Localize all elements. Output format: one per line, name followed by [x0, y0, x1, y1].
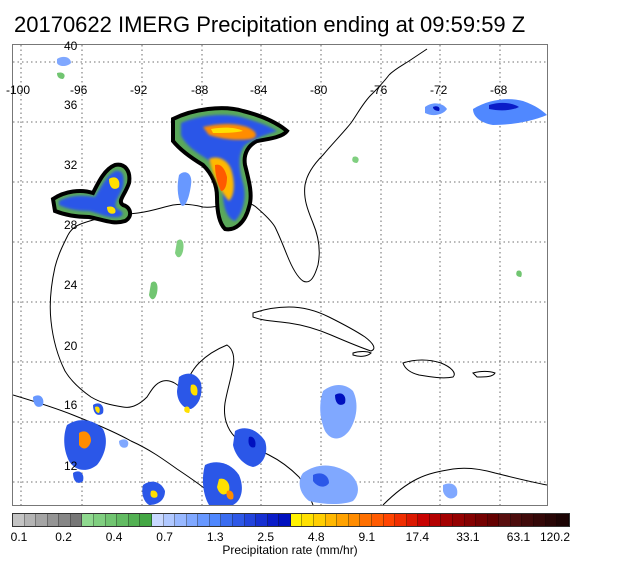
colorbar-cell	[476, 514, 488, 526]
colorbar-cell	[47, 514, 60, 526]
lon-label-88: -88	[191, 83, 209, 97]
lat-label-36: 36	[64, 98, 78, 112]
colorbar-tick-label: 0.7	[156, 530, 173, 544]
lat-label-24: 24	[64, 278, 78, 292]
colorbar-cell	[557, 514, 569, 526]
gulf-coast-west	[67, 74, 390, 283]
colorbar-cell	[175, 514, 187, 526]
colorbar-cell	[371, 514, 384, 526]
lat-label-28: 28	[64, 218, 78, 232]
colorbar-cell	[140, 514, 152, 526]
lon-label-96: -96	[70, 83, 88, 97]
puerto-rico	[472, 371, 496, 378]
lon-label-84: -84	[250, 83, 268, 97]
colorbar-cell	[128, 514, 141, 526]
colorbar-cell	[360, 514, 372, 526]
colorbar-cell	[545, 514, 558, 526]
colorbar-label: Precipitation rate (mm/hr)	[222, 543, 358, 557]
colorbar-cell	[59, 514, 71, 526]
lon-label-100: -100	[6, 83, 31, 97]
colorbar-cell	[13, 514, 25, 526]
colorbar-cell	[117, 514, 129, 526]
lat-label-40: 40	[64, 39, 78, 53]
atlantic-coast	[388, 48, 428, 76]
colorbar-cell	[325, 514, 338, 526]
lat-label-32: 32	[64, 158, 78, 172]
map-title: 20170622 IMERG Precipitation ending at 0…	[14, 12, 526, 37]
lon-label-76: -76	[370, 83, 388, 97]
south-america-coast	[382, 467, 547, 505]
colorbar-cell	[487, 514, 500, 526]
texas-mexico-coast	[49, 234, 184, 408]
colorbar-tick-label: 1.3	[206, 530, 224, 544]
lon-label-72: -72	[430, 83, 448, 97]
colorbar-cell	[267, 514, 280, 526]
colorbar-tick-label: 17.4	[405, 530, 430, 544]
colorbar-tick-label: 33.1	[456, 530, 480, 544]
colorbar-cell	[429, 514, 442, 526]
colorbar-cell	[290, 514, 303, 526]
colorbar-tick-label: 2.5	[257, 530, 275, 544]
lat-label-20: 20	[64, 339, 78, 353]
colorbar-cell	[395, 514, 407, 526]
colorbar-cell	[186, 514, 199, 526]
cuba	[252, 306, 375, 352]
colorbar-cell	[36, 514, 48, 526]
precipitation-map	[12, 44, 548, 506]
colorbar-tick-label: 0.1	[10, 530, 28, 544]
colorbar-cell	[499, 514, 511, 526]
colorbar-cell	[314, 514, 326, 526]
colorbar-cell	[256, 514, 268, 526]
map-canvas	[13, 45, 547, 505]
colorbar-cell	[510, 514, 523, 526]
colorbar-tick-label: 120.2	[539, 530, 571, 544]
colorbar-cell	[279, 514, 291, 526]
colorbar-tick-label: 4.8	[307, 530, 325, 544]
colorbar-cell	[151, 514, 164, 526]
colorbar-cell	[337, 514, 349, 526]
colorbar-tick-label: 9.1	[358, 530, 376, 544]
colorbar-cell	[522, 514, 535, 526]
colorbar-cell	[244, 514, 257, 526]
colorbar-cell	[198, 514, 210, 526]
colorbar-cell	[24, 514, 37, 526]
colorbar-cell	[383, 514, 396, 526]
colorbar-tick-label: 0.4	[105, 530, 123, 544]
colorbar-cell	[70, 514, 83, 526]
colorbar-cell	[94, 514, 106, 526]
coastlines	[13, 48, 547, 505]
jamaica	[352, 351, 372, 357]
colorbar-cell	[441, 514, 453, 526]
colorbar-cell	[406, 514, 419, 526]
central-america-pacific	[13, 394, 228, 505]
hispaniola	[402, 359, 455, 379]
precipitation-fields	[33, 56, 547, 505]
colorbar-tick-labels: 0.1 0.2 0.4 0.7 1.3 2.5 4.8 9.1 17.4 33.1 63.1 120.…	[0, 530, 629, 544]
colorbar-cell	[452, 514, 465, 526]
colorbar-cell	[209, 514, 222, 526]
colorbar-cell	[105, 514, 118, 526]
colorbar-tick-label: 63.1	[506, 530, 531, 544]
colorbar-cell	[232, 514, 245, 526]
colorbar-cell	[221, 514, 233, 526]
colorbar-cell	[82, 514, 95, 526]
lon-label-80: -80	[310, 83, 328, 97]
yucatan	[182, 344, 314, 505]
colorbar-cell	[348, 514, 361, 526]
lon-label-68: -68	[490, 83, 508, 97]
precipitation-colorbar	[12, 513, 570, 527]
lon-label-92: -92	[130, 83, 148, 97]
colorbar-cell	[163, 514, 176, 526]
colorbar-cell	[534, 514, 546, 526]
lat-label-16: 16	[64, 398, 78, 412]
colorbar-cell	[418, 514, 430, 526]
lat-label-12: 12	[64, 459, 78, 473]
colorbar-cell	[302, 514, 315, 526]
colorbar-cell	[464, 514, 477, 526]
colorbar-tick-label: 0.2	[55, 530, 72, 544]
